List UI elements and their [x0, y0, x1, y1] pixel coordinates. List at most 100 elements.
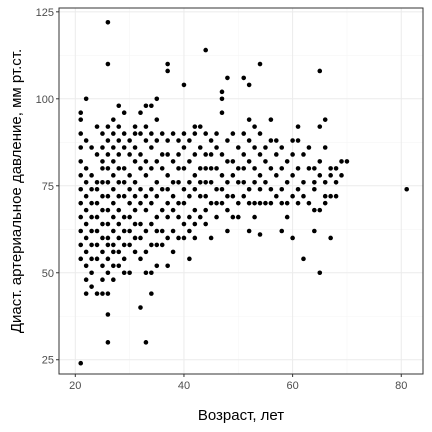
data-point: [301, 193, 306, 199]
data-point: [322, 117, 328, 122]
data-point: [143, 124, 149, 129]
data-point: [192, 235, 198, 241]
data-point: [187, 138, 192, 143]
data-point: [208, 235, 214, 241]
data-point: [111, 131, 116, 136]
data-point: [105, 124, 111, 129]
data-point: [89, 270, 94, 276]
data-point: [225, 207, 230, 213]
data-point: [203, 221, 208, 227]
data-point: [230, 131, 236, 136]
data-point: [246, 82, 252, 88]
data-point: [165, 152, 170, 157]
data-point: [111, 173, 116, 178]
data-point: [83, 207, 89, 213]
data-point: [284, 180, 290, 185]
data-point: [83, 193, 89, 199]
data-point: [149, 270, 154, 276]
data-point: [246, 228, 252, 234]
data-point: [116, 249, 122, 255]
data-point: [78, 214, 84, 220]
data-point: [181, 235, 187, 241]
data-point: [132, 131, 138, 136]
data-point: [225, 159, 230, 164]
data-point: [306, 200, 312, 206]
data-point: [94, 124, 100, 129]
data-point: [203, 193, 208, 199]
data-point: [263, 180, 268, 185]
data-point: [127, 214, 132, 220]
data-point: [138, 110, 143, 116]
data-point: [404, 186, 410, 192]
data-point: [89, 256, 94, 262]
data-point: [116, 138, 122, 143]
data-point: [78, 131, 84, 136]
data-point: [187, 193, 192, 199]
data-point: [203, 207, 208, 213]
data-point: [149, 221, 154, 227]
data-point: [165, 235, 170, 241]
data-point: [89, 214, 94, 220]
data-point: [219, 110, 225, 116]
data-point: [138, 305, 143, 310]
data-point: [170, 249, 176, 255]
data-point: [219, 186, 225, 192]
data-point: [181, 200, 187, 206]
data-point: [187, 214, 192, 220]
data-point: [132, 249, 138, 255]
data-point: [89, 228, 94, 234]
data-point: [312, 228, 317, 234]
data-point: [83, 291, 89, 296]
data-point: [111, 228, 116, 234]
data-point: [219, 89, 225, 95]
data-point: [105, 61, 111, 67]
data-point: [241, 193, 247, 199]
data-point: [121, 270, 127, 276]
data-point: [328, 235, 333, 241]
data-point: [246, 138, 252, 143]
data-point: [219, 173, 225, 178]
data-point: [192, 173, 198, 178]
data-point: [121, 145, 127, 150]
data-point: [89, 145, 94, 150]
data-point: [187, 180, 192, 185]
data-point: [111, 145, 116, 150]
data-point: [111, 117, 116, 122]
data-point: [317, 207, 323, 213]
data-point: [116, 152, 122, 157]
x-tick-label: 40: [178, 380, 190, 392]
data-point: [192, 124, 198, 129]
data-point: [284, 159, 290, 164]
data-point: [279, 200, 285, 206]
data-point: [214, 186, 219, 192]
data-point: [263, 200, 268, 206]
data-point: [252, 180, 257, 185]
data-point: [94, 242, 100, 248]
data-point: [83, 249, 89, 255]
data-point: [105, 152, 111, 157]
data-point: [132, 180, 138, 185]
data-point: [192, 221, 198, 227]
data-point: [263, 159, 268, 164]
data-point: [208, 152, 214, 157]
data-point: [105, 291, 111, 296]
data-point: [257, 131, 263, 136]
data-point: [165, 138, 170, 143]
data-point: [111, 186, 116, 192]
data-point: [159, 152, 165, 157]
data-point: [312, 207, 317, 213]
data-point: [100, 207, 105, 213]
data-point: [301, 152, 306, 157]
data-point: [312, 186, 317, 192]
data-point: [317, 124, 323, 129]
data-point: [219, 96, 225, 102]
data-point: [94, 180, 100, 185]
data-point: [78, 173, 84, 178]
data-point: [154, 96, 160, 102]
data-point: [127, 152, 132, 157]
data-point: [127, 186, 132, 192]
data-point: [279, 145, 285, 150]
x-tick-label: 20: [69, 380, 81, 392]
data-point: [322, 180, 328, 185]
